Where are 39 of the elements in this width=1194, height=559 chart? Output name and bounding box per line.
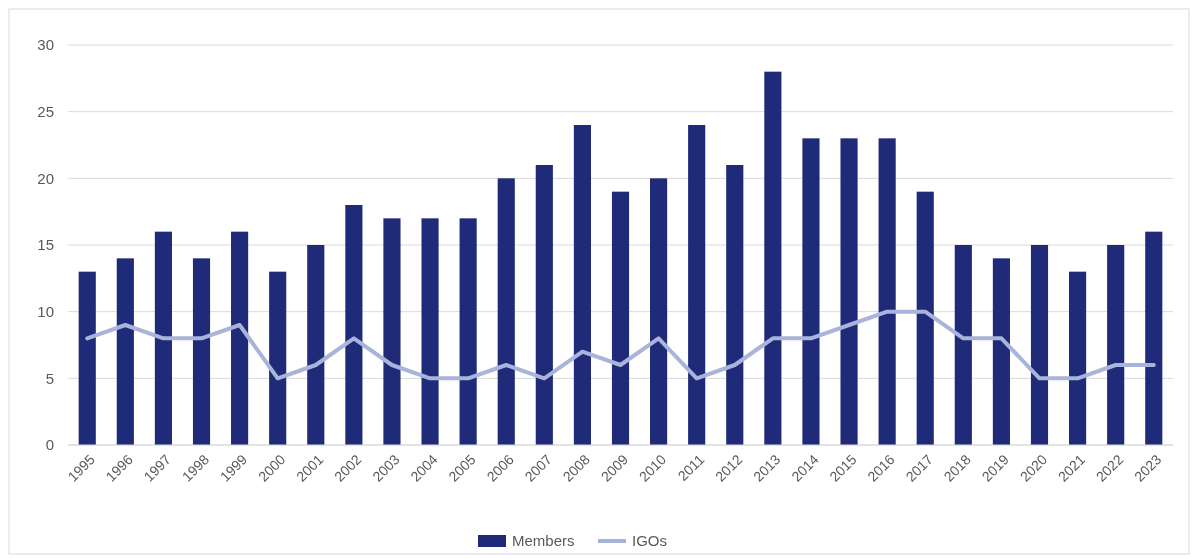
bar bbox=[459, 218, 477, 445]
bar bbox=[154, 231, 172, 445]
bar bbox=[116, 258, 134, 445]
bar bbox=[269, 271, 287, 445]
bar bbox=[802, 138, 820, 445]
y-tick-label: 30 bbox=[37, 36, 54, 54]
bar bbox=[764, 71, 782, 445]
y-tick-label: 5 bbox=[45, 369, 54, 387]
line-series bbox=[85, 309, 1156, 381]
bar bbox=[992, 258, 1010, 445]
bar bbox=[688, 125, 706, 445]
legend-label: IGOs bbox=[632, 532, 668, 550]
bar bbox=[1145, 231, 1163, 445]
bar bbox=[840, 138, 858, 445]
bar bbox=[916, 191, 934, 445]
bar bbox=[1069, 271, 1087, 445]
bar bbox=[573, 125, 591, 445]
bar bbox=[307, 245, 325, 445]
bar bbox=[611, 191, 630, 445]
y-tick-label: 0 bbox=[45, 436, 54, 454]
y-tick-label: 20 bbox=[37, 169, 54, 187]
bar bbox=[726, 165, 744, 445]
bar bbox=[878, 138, 896, 445]
bar bbox=[383, 218, 401, 445]
bar bbox=[497, 178, 515, 445]
y-tick-label: 10 bbox=[37, 302, 54, 320]
bar bbox=[192, 258, 211, 445]
legend-label: Members bbox=[512, 532, 575, 550]
bar bbox=[1107, 245, 1125, 445]
bar bbox=[954, 245, 972, 445]
bar bbox=[650, 178, 668, 445]
bar bbox=[345, 205, 363, 445]
y-tick-label: 15 bbox=[37, 236, 54, 254]
bar bbox=[231, 231, 249, 445]
bar bbox=[1030, 245, 1049, 445]
bar bbox=[421, 218, 439, 445]
y-tick-label: 25 bbox=[37, 102, 54, 120]
bar bbox=[535, 165, 553, 445]
bar bbox=[78, 271, 96, 445]
